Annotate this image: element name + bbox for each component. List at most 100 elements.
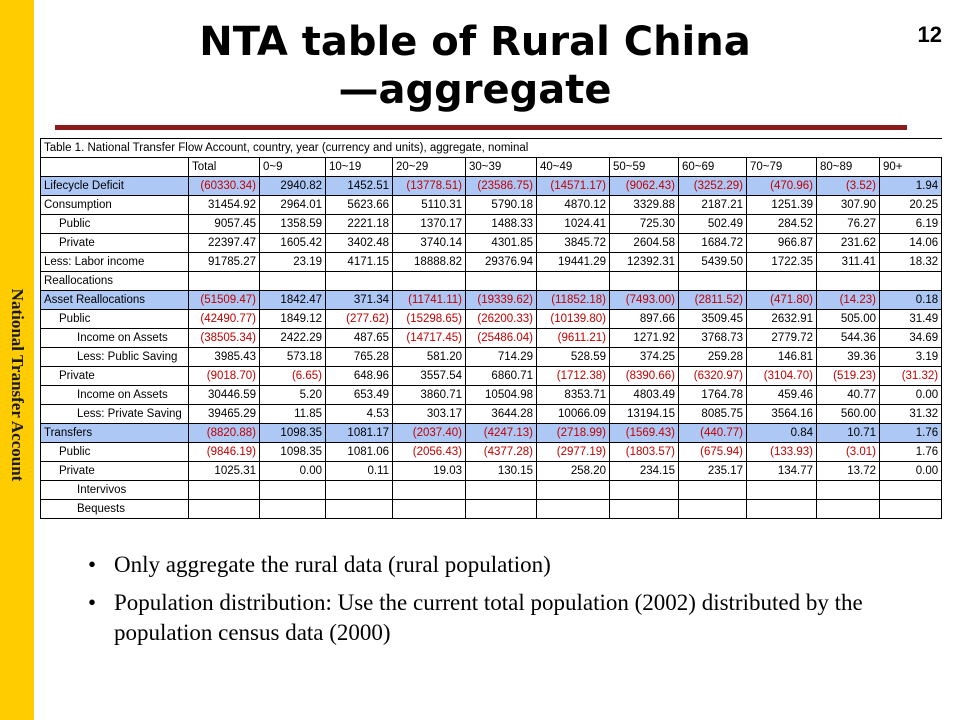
table-cell: 4803.49 — [609, 385, 679, 405]
table-row: Intervivos — [40, 480, 942, 500]
table-cell — [536, 271, 610, 291]
table-cell: 1684.72 — [678, 233, 747, 253]
row-label: Asset Reallocations — [40, 290, 189, 310]
table-cell: 502.49 — [678, 214, 747, 234]
table-cell: 4171.15 — [325, 252, 393, 272]
bullet-text: Only aggregate the rural data (rural pop… — [114, 552, 551, 577]
table-cell: 5110.31 — [392, 195, 466, 215]
table-cell: 653.49 — [325, 385, 393, 405]
table-cell — [746, 271, 817, 291]
header-cell — [40, 157, 189, 177]
sidebar-label: National Transfer Account — [8, 288, 27, 482]
table-cell: 31454.92 — [188, 195, 260, 215]
table-cell: 19441.29 — [536, 252, 610, 272]
table-row: Private 22397.47 1605.42 3402.48 3740.14 4301… — [40, 233, 942, 253]
table-cell — [259, 480, 326, 500]
table-cell: (25486.04) — [465, 328, 537, 348]
table-cell: 1098.35 — [259, 442, 326, 462]
header-cell: 30~39 — [465, 157, 537, 177]
table-cell: 91785.27 — [188, 252, 260, 272]
table-cell — [878, 480, 942, 500]
table-cell: 3564.16 — [746, 404, 817, 424]
table-row: Less: Private Saving 39465.29 11.85 4.53 303… — [40, 404, 942, 424]
table-cell — [678, 480, 747, 500]
table-cell: 13.72 — [816, 461, 880, 481]
table-cell: 1605.42 — [259, 233, 326, 253]
table-cell — [465, 271, 537, 291]
table-cell: (6.65) — [259, 366, 326, 386]
table-cell: 2964.01 — [259, 195, 326, 215]
table-cell: 311.41 — [816, 252, 880, 272]
table-cell: 4.53 — [325, 404, 393, 424]
table-cell: 1271.92 — [609, 328, 679, 348]
table-cell: (13778.51) — [392, 176, 466, 196]
table-cell: 13194.15 — [609, 404, 679, 424]
table-cell: (23586.75) — [465, 176, 537, 196]
table-cell: 2779.72 — [746, 328, 817, 348]
header-cell: 20~29 — [392, 157, 466, 177]
table-row: Public 9057.45 1358.59 2221.18 1370.17 1488.3… — [40, 214, 942, 234]
table-cell: (1569.43) — [609, 423, 679, 443]
table-cell: 2187.21 — [678, 195, 747, 215]
table-cell: 1025.31 — [188, 461, 260, 481]
slide-title-line1: NTA table of Rural China — [199, 19, 751, 65]
table-cell: (6320.97) — [678, 366, 747, 386]
table-cell — [465, 480, 537, 500]
bullet-item: • Population distribution: Use the curre… — [88, 588, 938, 648]
table-cell: 39465.29 — [188, 404, 260, 424]
table-cell: 3509.45 — [678, 309, 747, 329]
table-cell — [609, 480, 679, 500]
table-cell: (519.23) — [816, 366, 880, 386]
header-cell: 80~89 — [816, 157, 880, 177]
table-cell: (277.62) — [325, 309, 393, 329]
table-cell: (2718.99) — [536, 423, 610, 443]
table-row: Lifecycle Deficit (60330.34) 2940.82 1452.5… — [40, 176, 942, 196]
table-cell: 1081.17 — [325, 423, 393, 443]
table-cell: 3402.48 — [325, 233, 393, 253]
table-cell: 1842.47 — [259, 290, 326, 310]
table-cell: 22397.47 — [188, 233, 260, 253]
row-label: Less: Public Saving — [40, 347, 189, 367]
table-cell: 31.49 — [878, 309, 942, 329]
table-cell: 5.20 — [259, 385, 326, 405]
table-cell: 10.71 — [816, 423, 880, 443]
table-cell: 14.06 — [878, 233, 942, 253]
table-cell: 307.90 — [816, 195, 880, 215]
table-cell — [325, 499, 393, 519]
table-cell — [878, 271, 942, 291]
bullet-list: • Only aggregate the rural data (rural p… — [88, 550, 938, 656]
table-cell: (51509.47) — [188, 290, 260, 310]
table-cell: 1488.33 — [465, 214, 537, 234]
table-cell: (2056.43) — [392, 442, 466, 462]
table-caption-row: Table 1. National Transfer Flow Account,… — [40, 138, 942, 158]
table-cell: 1.76 — [878, 442, 942, 462]
table-cell: 19.03 — [392, 461, 466, 481]
table-cell: 6860.71 — [465, 366, 537, 386]
table-cell: (8390.66) — [609, 366, 679, 386]
row-label: Public — [40, 442, 189, 462]
table-cell: 10066.09 — [536, 404, 610, 424]
table-cell — [465, 499, 537, 519]
table-cell: (2811.52) — [678, 290, 747, 310]
table-cell: (133.93) — [746, 442, 817, 462]
table-cell: 10504.98 — [465, 385, 537, 405]
row-label: Reallocations — [40, 271, 189, 291]
table-cell: (42490.77) — [188, 309, 260, 329]
table-cell — [878, 499, 942, 519]
table-cell: (1803.57) — [609, 442, 679, 462]
row-label: Consumption — [40, 195, 189, 215]
table-row: Public (42490.77) 1849.12 (277.62) (15298.65… — [40, 309, 942, 329]
table-cell: 284.52 — [746, 214, 817, 234]
table-cell: 0.84 — [746, 423, 817, 443]
table-cell: 303.17 — [392, 404, 466, 424]
table-cell: 40.77 — [816, 385, 880, 405]
table-cell: 3329.88 — [609, 195, 679, 215]
table-cell: 459.46 — [746, 385, 817, 405]
table-cell: 3644.28 — [465, 404, 537, 424]
table-cell: 1.94 — [878, 176, 942, 196]
header-cell: 50~59 — [609, 157, 679, 177]
table-cell: 5439.50 — [678, 252, 747, 272]
table-cell: 505.00 — [816, 309, 880, 329]
nta-table: Table 1. National Transfer Flow Account,… — [40, 138, 942, 519]
header-cell: 0~9 — [259, 157, 326, 177]
